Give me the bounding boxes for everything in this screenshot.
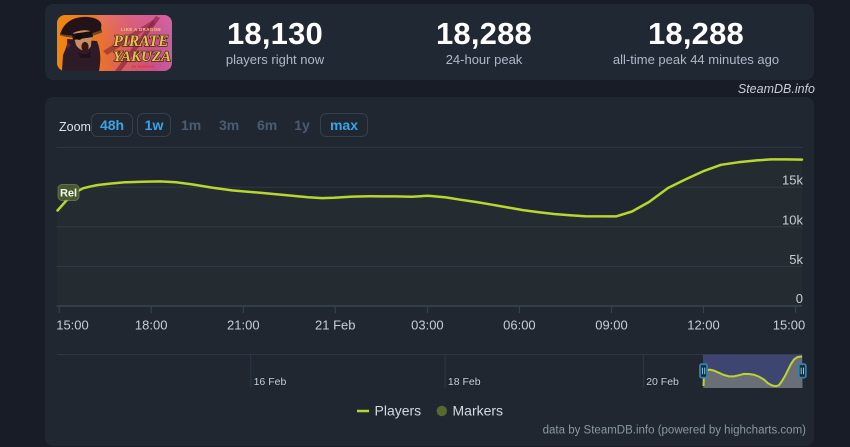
svg-text:16 Feb: 16 Feb <box>254 376 287 388</box>
svg-text:20 Feb: 20 Feb <box>646 376 679 388</box>
svg-text:0: 0 <box>796 291 803 306</box>
svg-text:06:00: 06:00 <box>503 318 536 333</box>
svg-text:12:00: 12:00 <box>687 318 720 333</box>
svg-text:data by SteamDB.info (powered: data by SteamDB.info (powered by highcha… <box>543 425 807 437</box>
svg-text:15:00: 15:00 <box>56 318 89 333</box>
svg-text:YAKUZA: YAKUZA <box>113 49 171 65</box>
svg-text:15k: 15k <box>782 173 803 188</box>
svg-text:18 Feb: 18 Feb <box>448 376 481 388</box>
svg-text:LIKE A DRAGON: LIKE A DRAGON <box>121 27 161 32</box>
svg-text:Rel: Rel <box>60 188 77 200</box>
svg-text:PIRATE: PIRATE <box>113 33 168 50</box>
svg-text:18:00: 18:00 <box>135 318 168 333</box>
svg-text:10k: 10k <box>782 212 803 227</box>
svg-text:IN HAWAII: IN HAWAII <box>132 64 154 69</box>
svg-text:09:00: 09:00 <box>595 318 628 333</box>
svg-text:15:00: 15:00 <box>773 318 806 333</box>
svg-text:03:00: 03:00 <box>411 318 444 333</box>
svg-text:21:00: 21:00 <box>227 318 260 333</box>
svg-text:5k: 5k <box>789 252 803 267</box>
svg-text:Players: Players <box>375 403 422 419</box>
svg-text:Markers: Markers <box>453 403 504 419</box>
svg-text:21 Feb: 21 Feb <box>315 318 355 333</box>
